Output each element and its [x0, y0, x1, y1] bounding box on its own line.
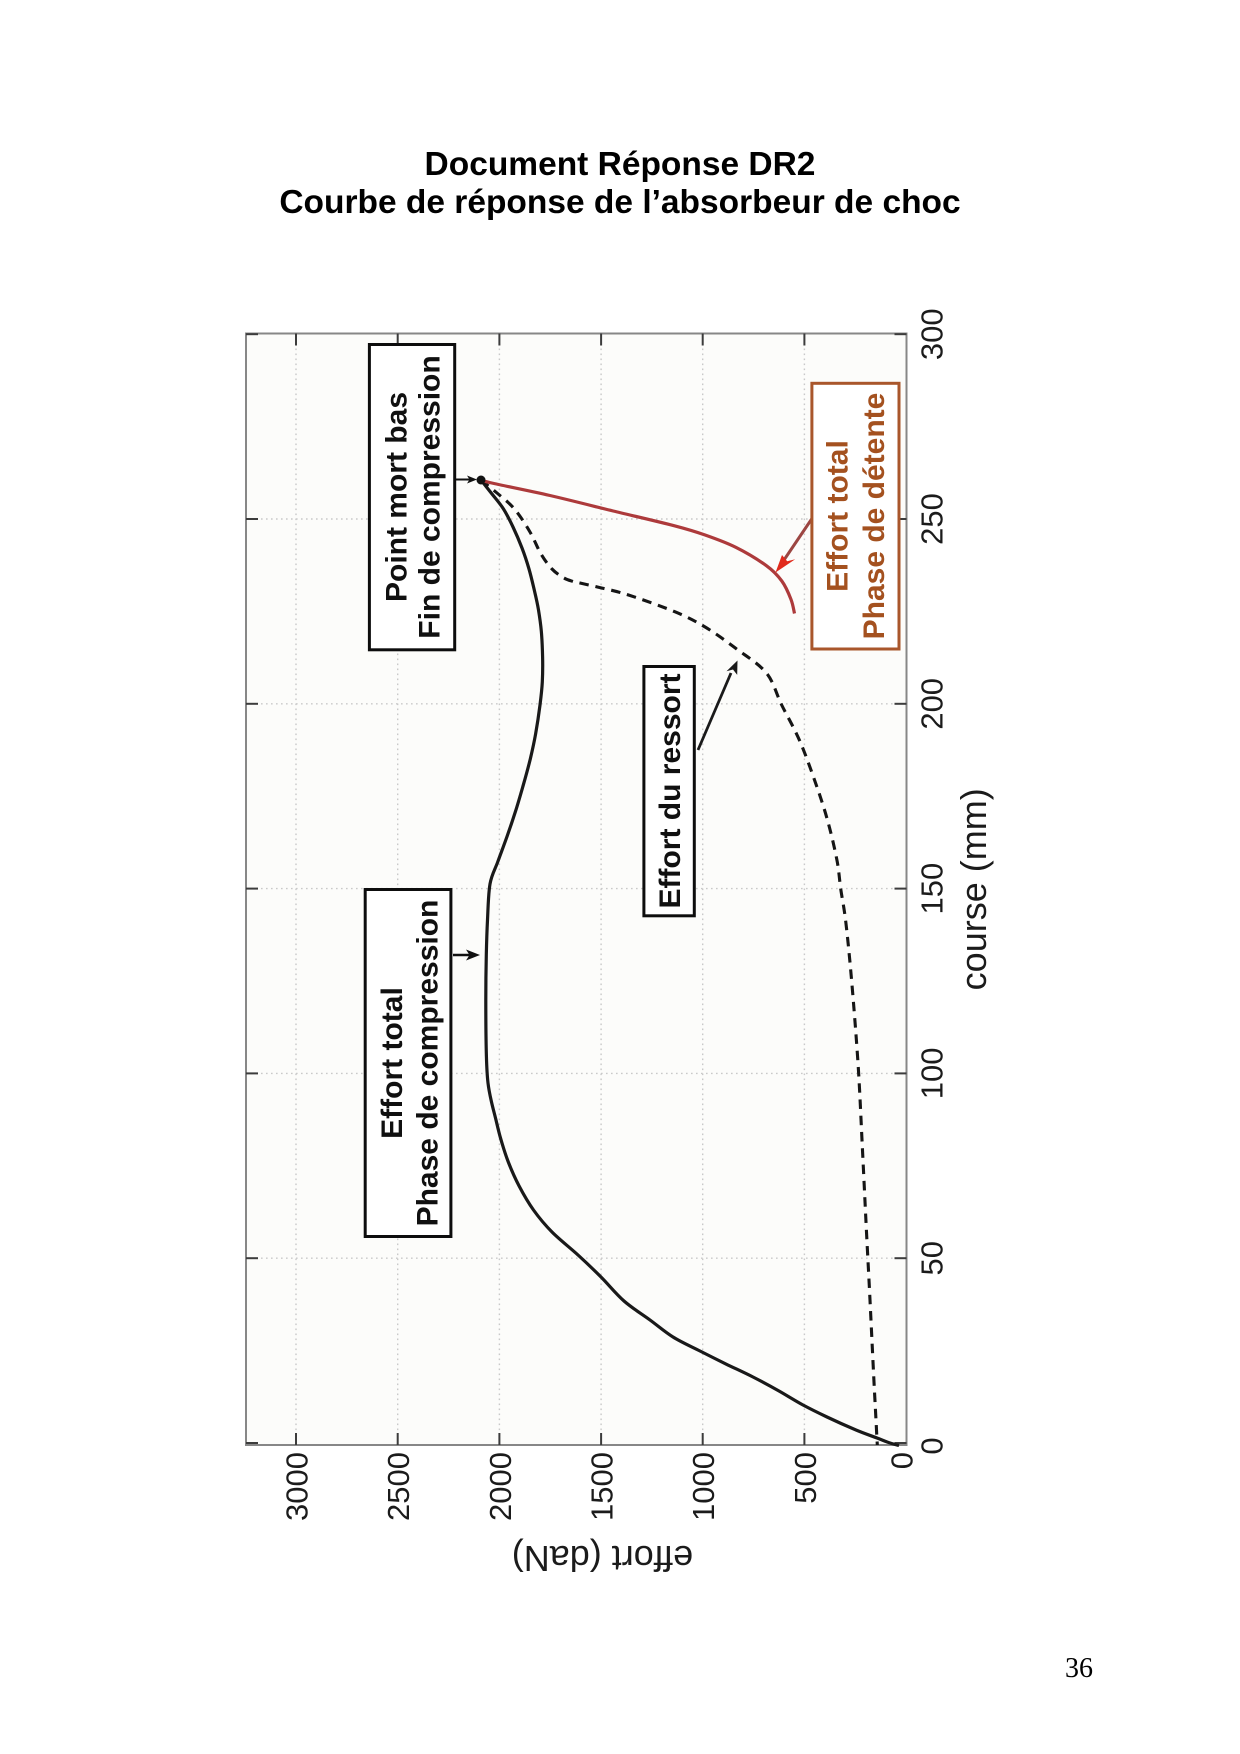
svg-text:200: 200 [915, 678, 950, 730]
svg-text:1000: 1000 [686, 1452, 721, 1521]
svg-text:Point mort bas: Point mort bas [381, 392, 414, 602]
svg-text:effort (daN): effort (daN) [512, 1538, 693, 1579]
svg-text:Phase de détente: Phase de détente [858, 393, 891, 640]
svg-text:Phase de compression: Phase de compression [412, 900, 445, 1227]
svg-text:course (mm): course (mm) [953, 788, 994, 990]
svg-text:2500: 2500 [381, 1452, 416, 1521]
svg-text:1500: 1500 [585, 1452, 620, 1521]
svg-text:150: 150 [915, 863, 950, 915]
svg-text:Effort total: Effort total [822, 440, 855, 592]
svg-text:0: 0 [885, 1452, 920, 1469]
svg-text:2000: 2000 [483, 1452, 518, 1521]
svg-text:36: 36 [1065, 1653, 1093, 1684]
svg-text:Document Réponse DR2: Document Réponse DR2 [425, 146, 816, 183]
svg-text:Effort total: Effort total [376, 987, 409, 1139]
svg-text:0: 0 [915, 1437, 950, 1454]
svg-text:50: 50 [915, 1241, 950, 1275]
svg-text:100: 100 [915, 1048, 950, 1100]
svg-text:Courbe de réponse de l’absorbe: Courbe de réponse de l’absorbeur de choc [279, 184, 960, 221]
svg-text:3000: 3000 [280, 1452, 315, 1521]
svg-text:Fin de compression: Fin de compression [414, 355, 447, 638]
svg-text:300: 300 [915, 308, 950, 360]
svg-text:500: 500 [788, 1452, 823, 1504]
svg-text:250: 250 [915, 493, 950, 545]
svg-text:Effort du ressort: Effort du ressort [654, 673, 687, 908]
